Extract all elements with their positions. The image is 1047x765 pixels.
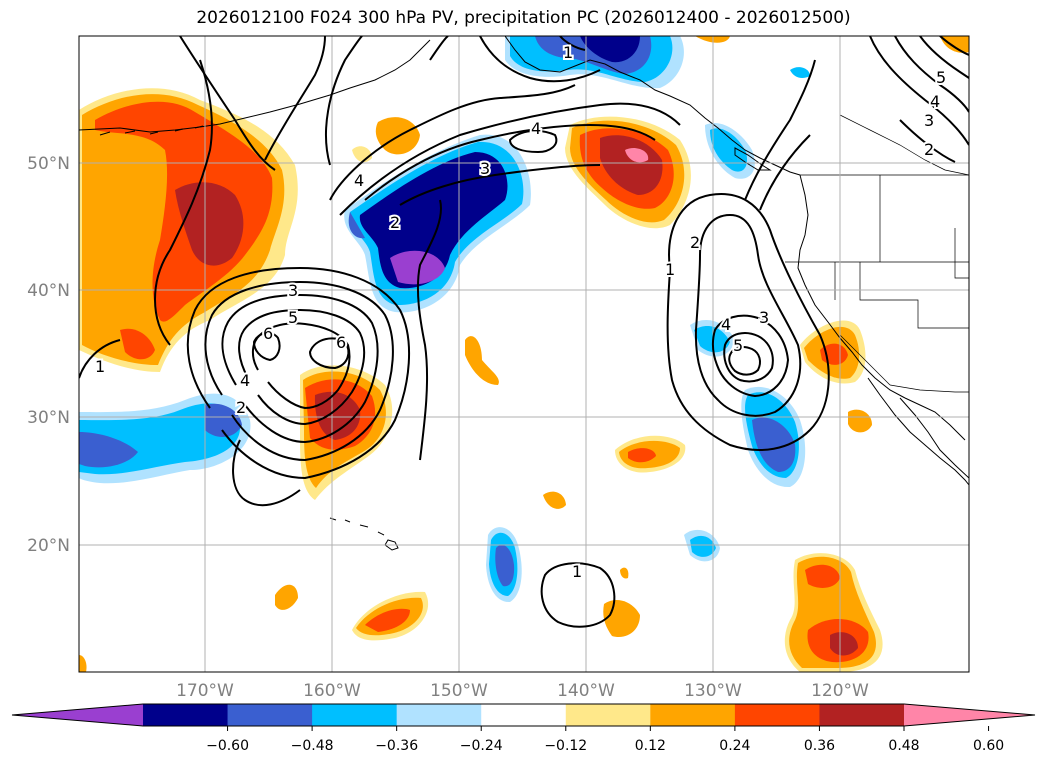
colorbar-tick-label: 0.12 xyxy=(635,738,666,754)
longitude-labels: 170°W 160°W 150°W 140°W 130°W 120°W xyxy=(176,681,869,701)
pv-label: 1 xyxy=(572,562,582,581)
pv-contours xyxy=(79,36,969,628)
lat-label: 50°N xyxy=(27,154,70,174)
pv-label: 1 xyxy=(665,260,675,279)
pv-label: 2 xyxy=(236,398,246,417)
lat-label: 40°N xyxy=(27,281,70,301)
precip-positive-northwest xyxy=(79,88,298,373)
precip-positive-subtropical xyxy=(615,435,686,473)
colorbar-segment xyxy=(650,704,736,726)
precip-positive-tiny-2 xyxy=(620,567,629,579)
precip-negative-gulf-alaska xyxy=(505,36,684,89)
lat-label: 30°N xyxy=(27,408,70,428)
chart-title: 2026012100 F024 300 hPa PV, precipitatio… xyxy=(196,8,851,28)
lon-label: 130°W xyxy=(684,681,742,701)
pv-label: 4 xyxy=(531,119,541,138)
pv-label: 4 xyxy=(354,171,364,190)
precip-negative-west xyxy=(79,393,251,484)
precip-positive-tiny-1 xyxy=(543,491,566,509)
pv-label: 5 xyxy=(288,308,298,327)
pv-label: 6 xyxy=(336,333,346,352)
colorbar-segment xyxy=(481,704,567,726)
colorbar-ticks: −0.60 −0.48 −0.36 −0.24 −0.12 0.12 0.24 0.36 0.4… xyxy=(206,726,1004,754)
pv-label: 5 xyxy=(936,68,946,87)
colorbar-tick-label: −0.12 xyxy=(544,738,587,754)
colorbar-tick-label: −0.24 xyxy=(460,738,503,754)
pv-contour-labels: 1 4 5 4 3 2 4 3 2 3 5 6 6 4 2 1 2 4 3 5 … xyxy=(93,41,948,583)
pv-label: 4 xyxy=(721,315,731,334)
colorbar: −0.60 −0.48 −0.36 −0.24 −0.12 0.12 0.24 0.36 0.4… xyxy=(11,703,1036,754)
lon-label: 120°W xyxy=(811,681,869,701)
precip-negative-tropical-central xyxy=(486,527,522,603)
precip-positive-northeast xyxy=(565,116,691,229)
precip-positive-tropical-east xyxy=(784,553,883,672)
precip-negative-tiny xyxy=(790,67,810,78)
colorbar-tick-label: 0.24 xyxy=(719,738,750,754)
colorbar-segment xyxy=(565,704,651,726)
precip-positive-top-right xyxy=(940,36,969,53)
pv-label: 1 xyxy=(563,43,573,62)
map-frame xyxy=(78,35,970,673)
colorbar-outline xyxy=(11,703,1036,727)
colorbar-tick-label: 0.36 xyxy=(804,738,835,754)
colorbar-segment xyxy=(312,704,398,726)
precip-positive-small-midpacific xyxy=(465,336,499,385)
precip-negative-north-central xyxy=(344,134,531,313)
colorbar-extend-high xyxy=(904,704,1035,726)
colorbar-tick-label: 0.48 xyxy=(888,738,919,754)
colorbar-segment xyxy=(227,704,313,726)
pv-label: 4 xyxy=(930,92,940,111)
pv-label: 3 xyxy=(288,281,298,300)
precip-positive-tropical-west xyxy=(275,584,298,610)
pv-label: 4 xyxy=(240,371,250,390)
colorbar-extend-low xyxy=(12,704,143,726)
precip-negative-coast-north-inner xyxy=(710,128,748,172)
colorbar-tick-label: 0.60 xyxy=(973,738,1004,754)
colorbar-segment xyxy=(734,704,820,726)
colorbar-tick-label: −0.36 xyxy=(375,738,418,754)
precip-positive-small-baja xyxy=(848,409,872,433)
lon-label: 150°W xyxy=(430,681,488,701)
precip-positive-tropical-160w xyxy=(352,591,429,641)
colorbar-segments xyxy=(11,703,1036,727)
pv-label: 2 xyxy=(390,213,400,232)
precip-positive-california xyxy=(800,320,866,384)
lon-label: 170°W xyxy=(176,681,234,701)
pv-label: 5 xyxy=(733,336,743,355)
pv-label: 6 xyxy=(263,324,273,343)
lat-label: 20°N xyxy=(27,536,70,556)
pv-label: 3 xyxy=(924,111,934,130)
pv-label: 2 xyxy=(690,233,700,252)
colorbar-segment xyxy=(396,704,482,726)
pv-label: 1 xyxy=(95,357,105,376)
map-content: 1 4 5 4 3 2 4 3 2 3 5 6 6 4 2 1 2 4 3 5 … xyxy=(79,36,969,672)
pv-label: 3 xyxy=(480,159,490,178)
precip-negative-tropical-east-inner xyxy=(690,535,716,557)
colorbar-segment xyxy=(819,704,905,726)
colorbar-segment xyxy=(143,704,229,726)
colorbar-tick-label: −0.48 xyxy=(291,738,334,754)
precip-positive-bottom-left xyxy=(79,655,87,672)
lon-label: 140°W xyxy=(557,681,615,701)
lon-label: 160°W xyxy=(303,681,361,701)
colorbar-tick-label: −0.60 xyxy=(206,738,249,754)
coastlines xyxy=(79,36,969,551)
pv-label: 3 xyxy=(759,308,769,327)
pv-label: 2 xyxy=(924,140,934,159)
latitude-labels: 50°N 40°N 30°N 20°N xyxy=(27,154,70,556)
